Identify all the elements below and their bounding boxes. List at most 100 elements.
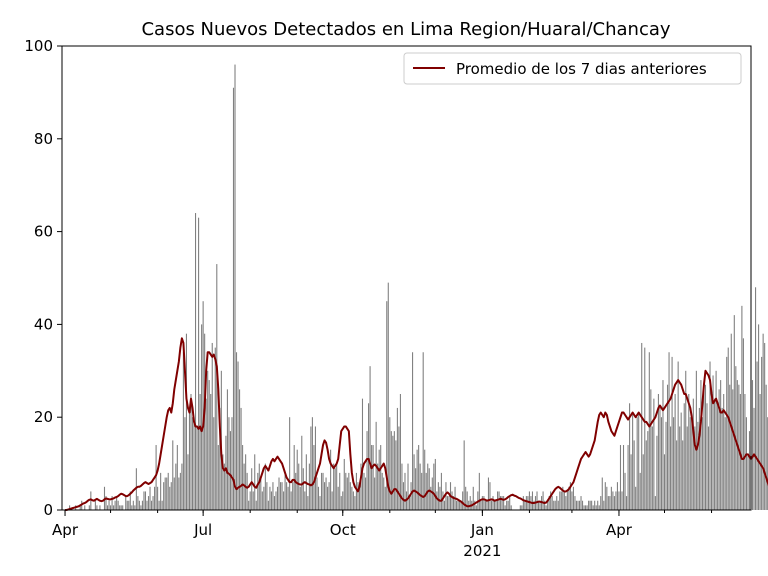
bar — [694, 426, 696, 510]
bar — [603, 500, 605, 510]
bar — [211, 342, 213, 510]
bar — [272, 482, 274, 510]
bar — [110, 505, 112, 510]
bar — [504, 505, 506, 510]
bar — [146, 500, 148, 510]
bar — [585, 505, 587, 510]
bar — [387, 282, 389, 510]
bar — [179, 472, 181, 510]
bar — [234, 64, 236, 510]
bar — [592, 505, 594, 510]
bar — [563, 491, 565, 510]
bar — [137, 496, 139, 510]
bar — [237, 361, 239, 510]
bar — [525, 496, 527, 510]
bar — [198, 217, 200, 510]
bar — [629, 403, 631, 510]
bar — [680, 412, 682, 510]
bar — [481, 496, 483, 510]
bar — [340, 496, 342, 510]
bar — [266, 482, 268, 510]
bar — [527, 496, 529, 510]
bar — [284, 472, 286, 510]
bar — [199, 394, 201, 510]
bar — [615, 491, 617, 510]
x-tick-year-label: 2021 — [463, 542, 501, 560]
bar — [747, 454, 749, 510]
bar — [311, 417, 313, 510]
bar — [569, 482, 571, 510]
bar — [106, 505, 109, 510]
bar — [765, 384, 767, 510]
bar — [697, 421, 699, 510]
y-tick-label: 100 — [24, 37, 53, 55]
bar — [412, 352, 414, 510]
line-layer — [65, 337, 768, 511]
bar — [578, 500, 581, 510]
bar — [131, 505, 133, 510]
bar — [701, 417, 703, 510]
x-tick-label: Apr — [606, 521, 633, 539]
bar — [613, 496, 615, 510]
bar — [744, 394, 746, 510]
bar — [635, 486, 637, 510]
bar — [155, 445, 157, 510]
bar — [553, 500, 555, 510]
bar — [381, 472, 383, 510]
bar — [187, 454, 189, 510]
bar — [269, 486, 271, 510]
bar — [386, 301, 388, 510]
bar — [492, 496, 494, 510]
bar — [246, 472, 248, 510]
bar — [191, 417, 194, 510]
y-tick-label: 80 — [34, 130, 53, 148]
bar — [566, 491, 568, 510]
bar — [201, 324, 203, 510]
bar — [252, 491, 254, 510]
bar — [600, 496, 602, 510]
bar — [331, 491, 333, 510]
bar — [334, 468, 336, 510]
bar — [219, 407, 221, 510]
bar — [354, 496, 356, 510]
bar — [557, 500, 559, 510]
bar — [548, 496, 550, 510]
bar — [715, 370, 717, 510]
bar — [144, 491, 147, 510]
bar — [425, 472, 427, 510]
bar — [380, 445, 382, 510]
bar — [213, 417, 215, 510]
bar — [723, 394, 725, 510]
bar — [161, 500, 163, 510]
x-tick-label: Oct — [330, 521, 356, 539]
bar — [668, 352, 670, 510]
bar — [559, 491, 561, 510]
bar — [490, 500, 493, 510]
bar — [446, 496, 449, 510]
bar — [562, 486, 564, 510]
bar — [575, 500, 578, 510]
bar — [503, 496, 505, 510]
bar — [707, 426, 710, 510]
bar — [572, 486, 574, 510]
bar — [369, 366, 371, 510]
bar — [741, 305, 743, 510]
bar — [730, 333, 732, 510]
bar — [158, 500, 160, 510]
x-axis: Apr Jul Oct Jan 2021 Apr — [52, 510, 713, 560]
bar — [364, 477, 367, 510]
bar — [358, 486, 360, 510]
bar — [726, 356, 728, 510]
bar — [686, 426, 688, 510]
bar — [195, 213, 197, 511]
bar — [167, 472, 169, 510]
bar — [396, 407, 398, 510]
bar — [717, 403, 719, 510]
bar — [90, 491, 92, 510]
y-axis: 0 20 40 60 80 100 — [24, 37, 62, 519]
bar — [181, 463, 183, 510]
bar — [542, 491, 544, 510]
bar — [308, 463, 310, 510]
bar — [295, 472, 297, 510]
